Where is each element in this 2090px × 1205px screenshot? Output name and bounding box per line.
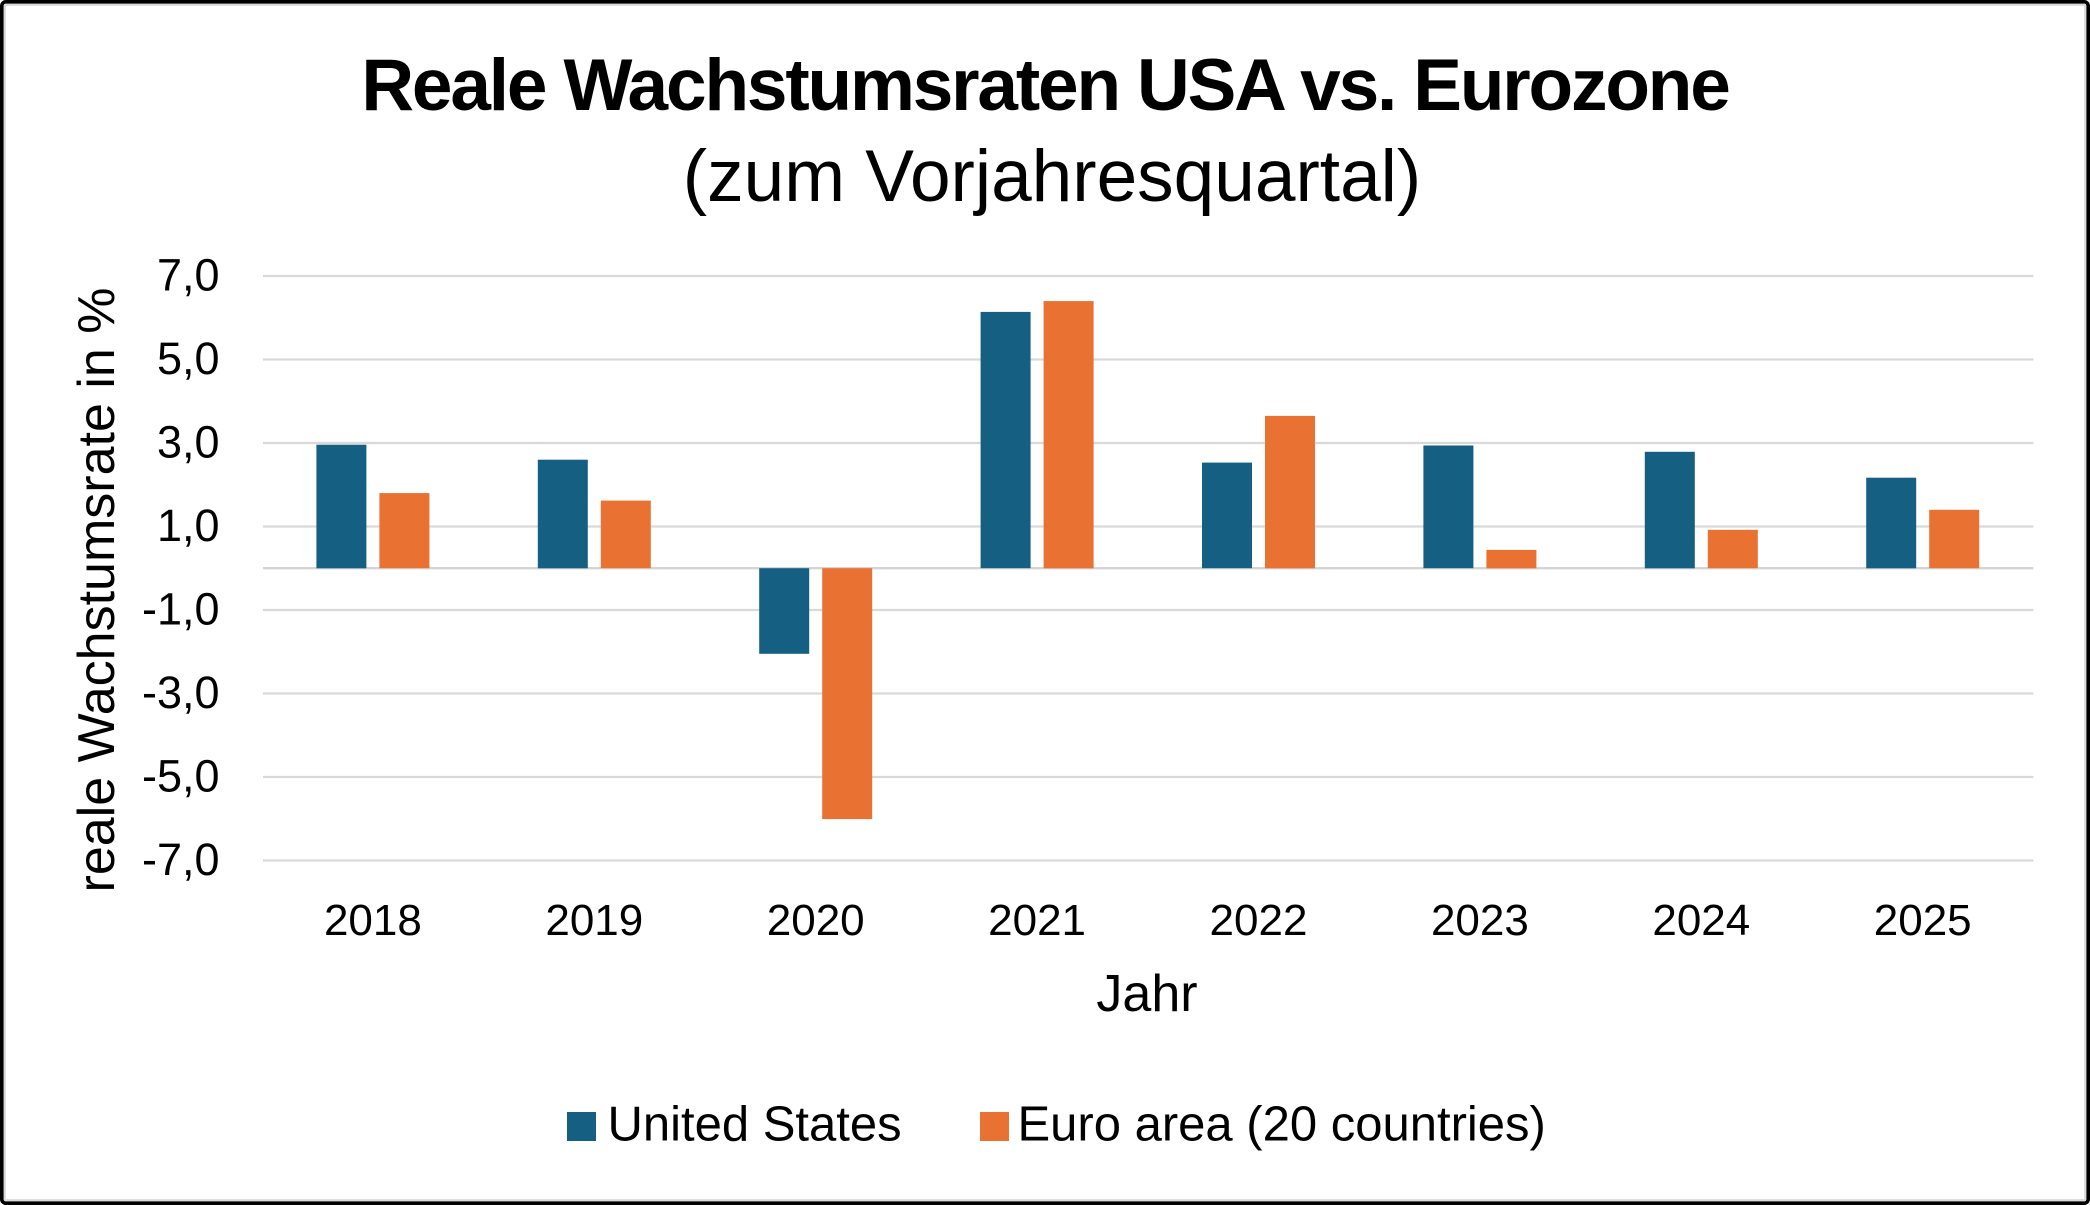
svg-text:Euro area (20 countries): Euro area (20 countries) bbox=[1018, 1098, 1546, 1152]
svg-text:-5,0: -5,0 bbox=[142, 751, 220, 802]
svg-text:2020: 2020 bbox=[767, 896, 865, 945]
svg-text:-3,0: -3,0 bbox=[142, 667, 220, 718]
svg-text:United States: United States bbox=[608, 1098, 902, 1152]
svg-text:(zum Vorjahresquartal): (zum Vorjahresquartal) bbox=[683, 136, 1421, 217]
svg-text:Reale Wachstumsraten USA vs. E: Reale Wachstumsraten USA vs. Eurozone bbox=[361, 45, 1729, 126]
svg-text:2024: 2024 bbox=[1652, 896, 1750, 945]
svg-text:2022: 2022 bbox=[1210, 896, 1308, 945]
svg-text:-1,0: -1,0 bbox=[142, 584, 220, 635]
svg-text:2021: 2021 bbox=[988, 896, 1086, 945]
svg-text:2018: 2018 bbox=[324, 896, 422, 945]
svg-text:7,0: 7,0 bbox=[157, 250, 220, 301]
svg-text:1,0: 1,0 bbox=[157, 500, 220, 551]
svg-text:5,0: 5,0 bbox=[157, 333, 220, 384]
svg-text:2019: 2019 bbox=[545, 896, 643, 945]
svg-text:reale Wachstumsrate in %: reale Wachstumsrate in % bbox=[68, 288, 126, 893]
svg-text:3,0: 3,0 bbox=[157, 417, 220, 468]
svg-text:-7,0: -7,0 bbox=[142, 834, 220, 885]
svg-text:2025: 2025 bbox=[1874, 896, 1972, 945]
svg-text:Jahr: Jahr bbox=[1096, 965, 1197, 1023]
svg-text:2023: 2023 bbox=[1431, 896, 1529, 945]
